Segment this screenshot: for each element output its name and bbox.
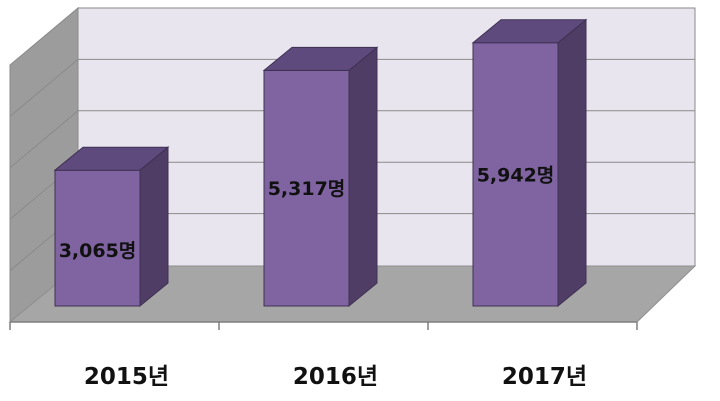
bar-2017년: [472, 42, 559, 307]
gridlines: [9, 58, 695, 271]
bar-2016년: [263, 69, 350, 307]
bar-side: [557, 18, 587, 308]
x-tick-label: 2017년: [502, 364, 587, 390]
data-label: 5,317명: [268, 178, 346, 200]
bar-top: [262, 46, 379, 71]
gridline-side: [9, 59, 79, 117]
x-tick-label: 2016년: [293, 364, 378, 390]
bar-side: [139, 146, 169, 308]
back-wall: [77, 7, 696, 267]
data-label: 5,942명: [477, 164, 555, 186]
bar-side: [348, 46, 378, 308]
bar-2015년: [54, 169, 141, 307]
data-label: 3,065명: [59, 240, 137, 262]
bars: 3,065명 5,317명 5,942명: [53, 18, 588, 308]
bar-top: [53, 146, 170, 171]
x-tick-label: 2015년: [84, 364, 169, 390]
x-axis: 2015년 2016년 2017년: [9, 321, 638, 390]
gridline-side: [9, 110, 79, 169]
bar-top: [471, 19, 588, 44]
